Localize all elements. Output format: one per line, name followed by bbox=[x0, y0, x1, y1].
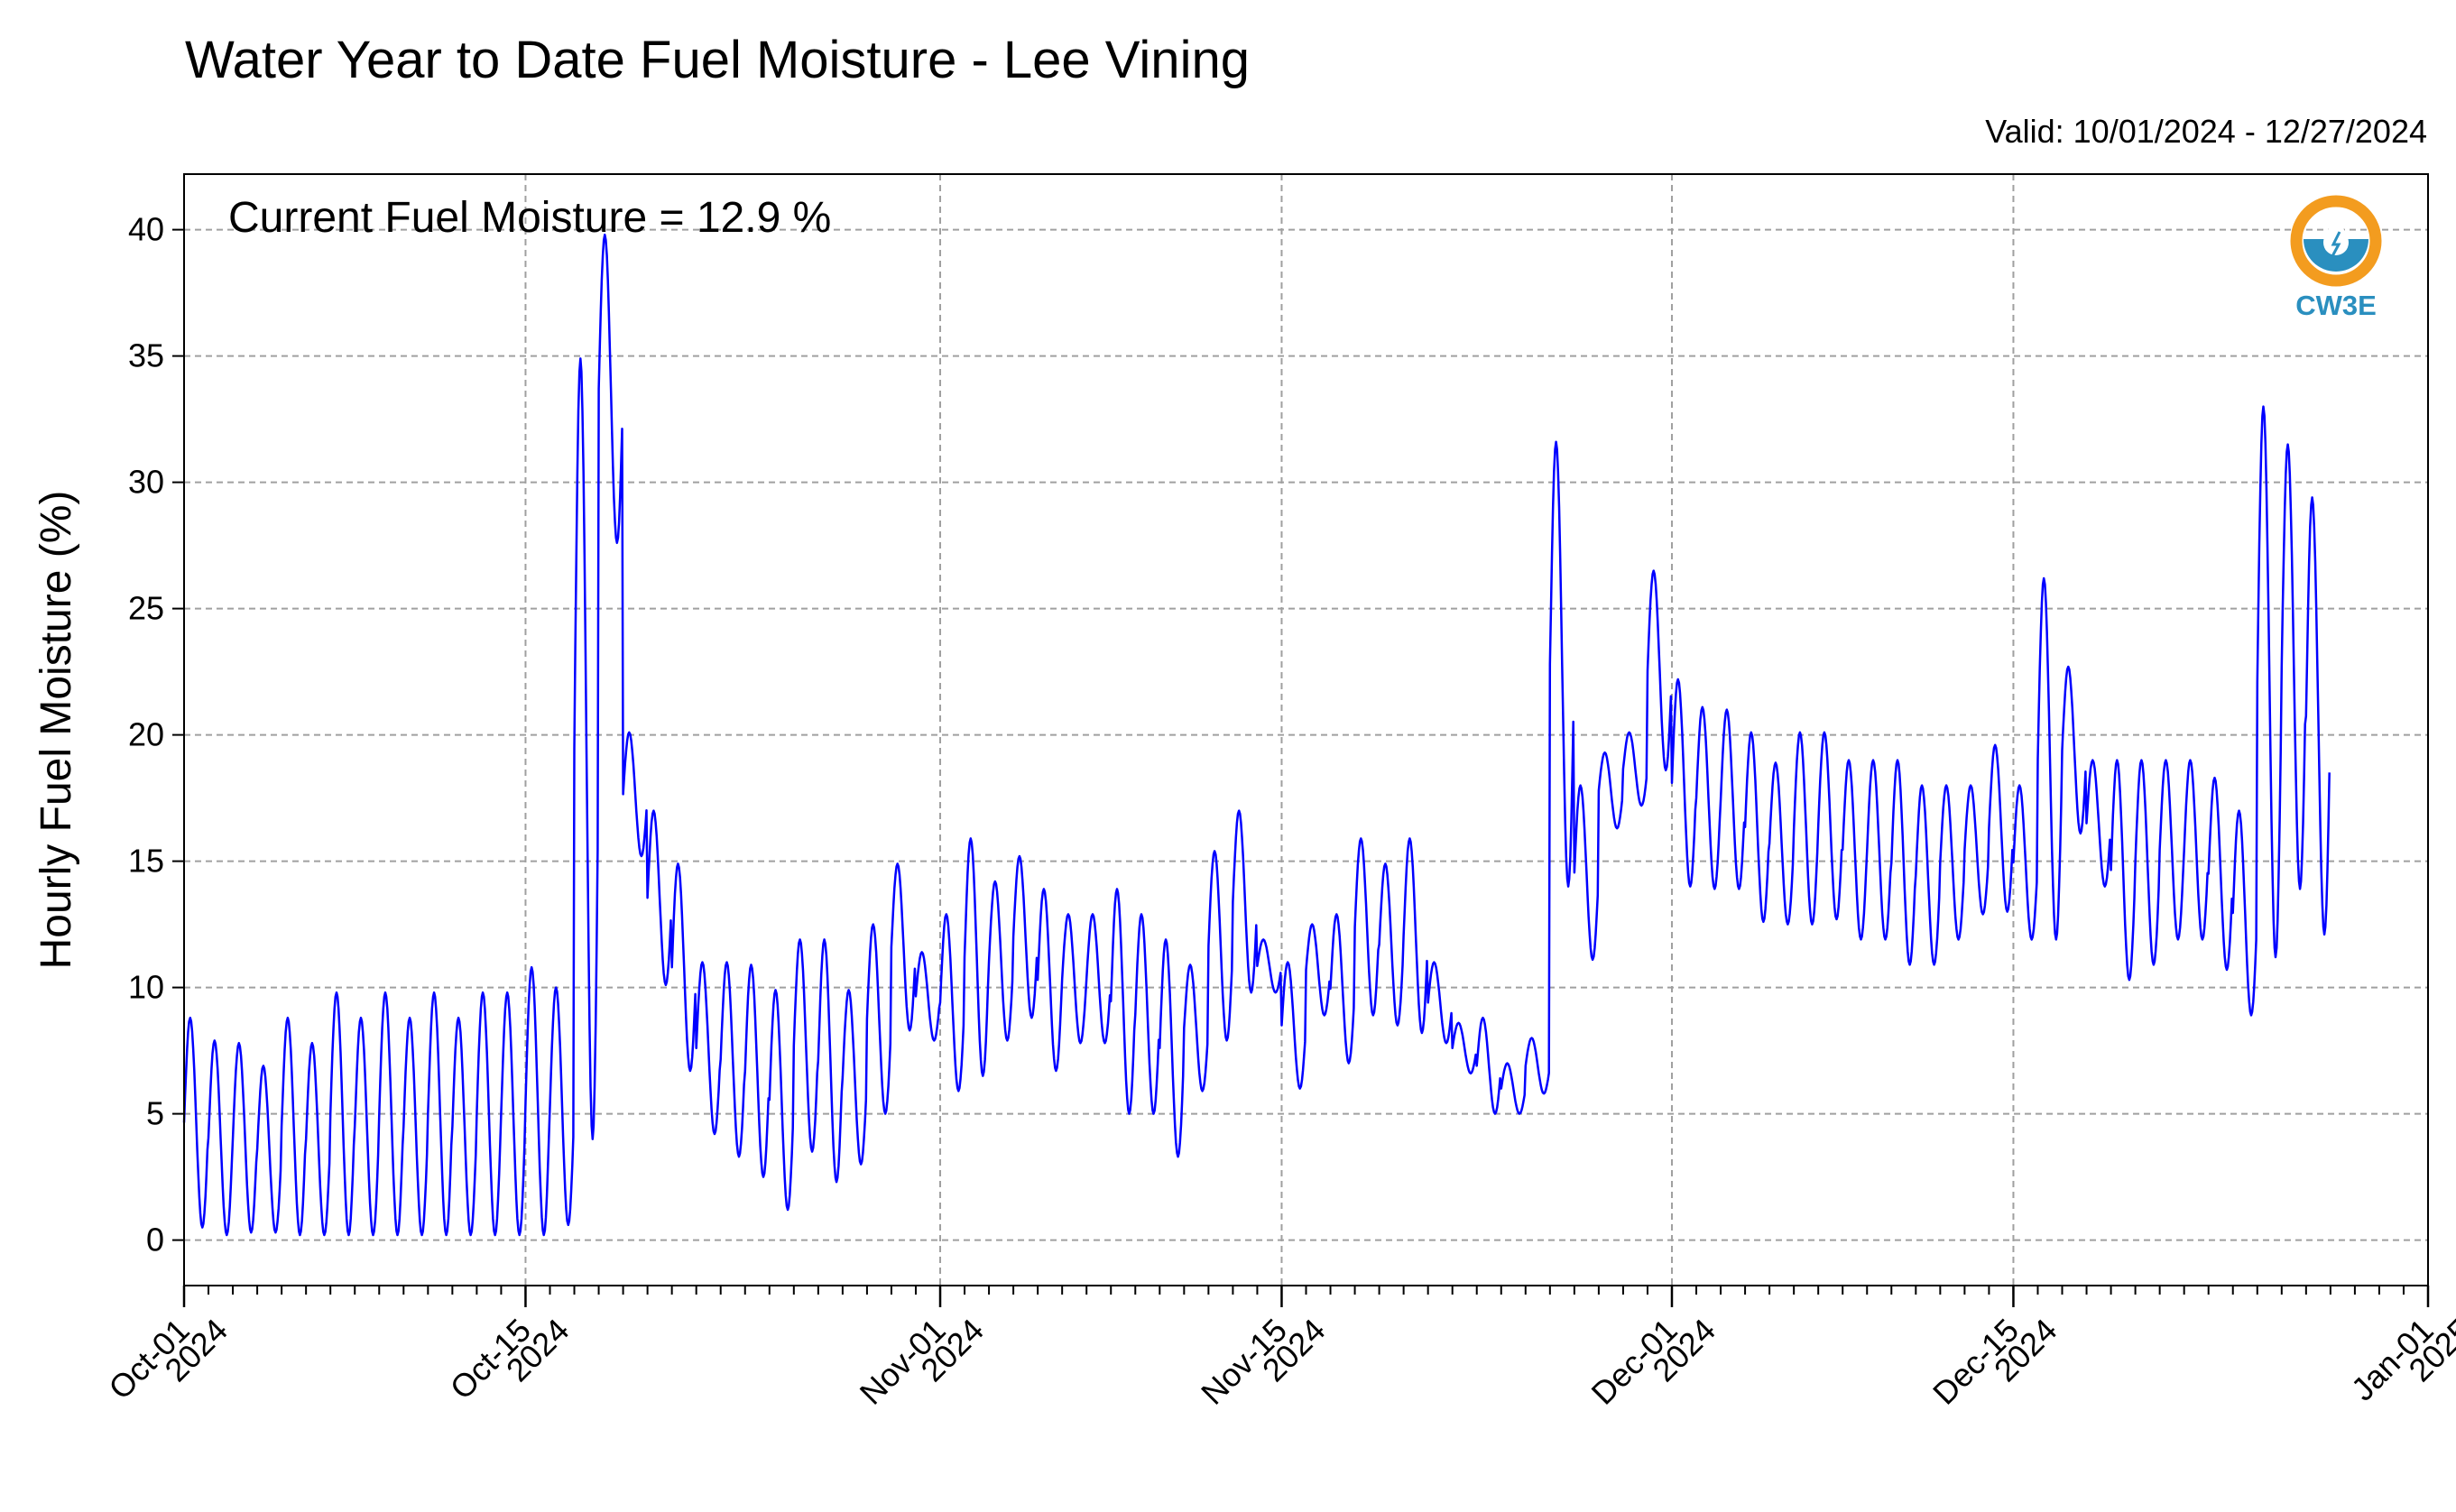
logo-text: CW3E bbox=[2295, 290, 2377, 321]
current-moisture-annotation: Current Fuel Moisture = 12.9 % bbox=[228, 194, 831, 242]
series-line bbox=[182, 233, 2331, 1237]
plot-frame bbox=[183, 173, 2429, 1286]
series-layer bbox=[182, 233, 2331, 1237]
y-axis-label: Hourly Fuel Moisture (%) bbox=[32, 491, 80, 970]
logo-ring bbox=[2290, 195, 2382, 287]
y-tick-label: 30 bbox=[128, 464, 164, 501]
y-tick-label: 5 bbox=[146, 1095, 164, 1132]
y-tick-label: 40 bbox=[128, 211, 164, 248]
y-tick-label: 10 bbox=[128, 969, 164, 1006]
grid bbox=[183, 174, 2429, 1286]
y-tick-label: 35 bbox=[128, 337, 164, 374]
y-tick-label: 15 bbox=[128, 843, 164, 880]
cw3e-logo: CW3E bbox=[2290, 195, 2382, 321]
chart-subtitle: Valid: 10/01/2024 - 12/27/2024 bbox=[1985, 113, 2427, 150]
y-tick-label: 25 bbox=[128, 590, 164, 627]
chart-title: Water Year to Date Fuel Moisture - Lee V… bbox=[185, 31, 1250, 89]
y-tick-label: 0 bbox=[146, 1222, 164, 1258]
y-tick-label: 20 bbox=[128, 716, 164, 753]
y-axis-ticks: 0 5 10 15 20 25 30 35 40 bbox=[128, 211, 184, 1258]
